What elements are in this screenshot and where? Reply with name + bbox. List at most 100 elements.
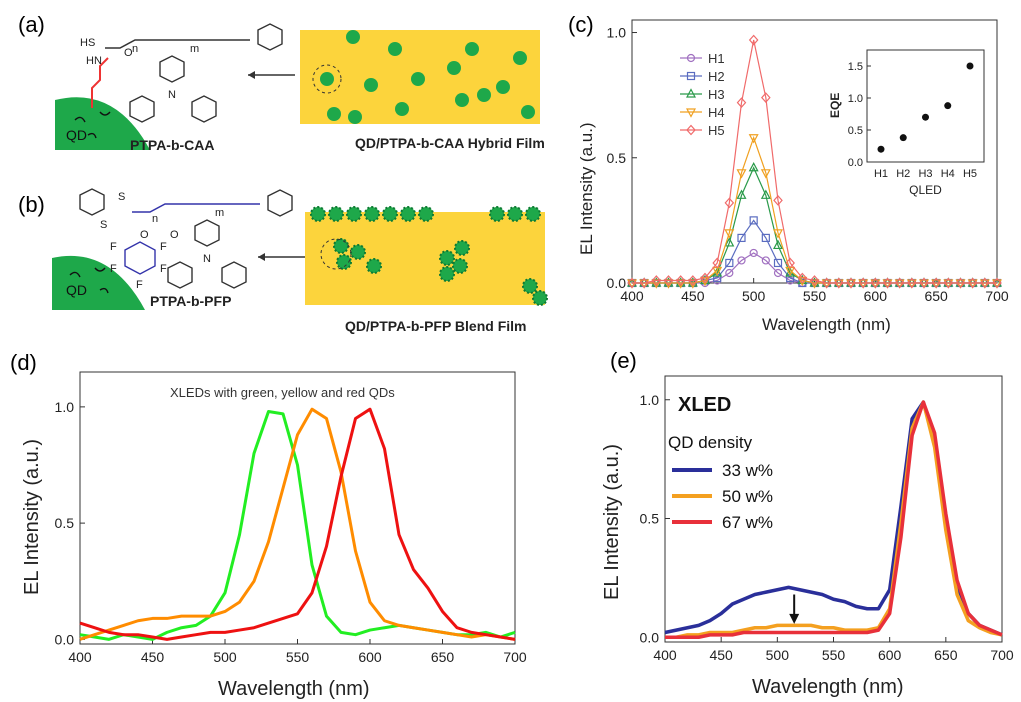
legend-label: H3 [708,87,725,102]
data-point [761,256,770,265]
inset-x-tick-label: H3 [918,168,932,180]
series-line-red [79,407,516,641]
chem-label-s1: S [118,191,125,203]
data-point [725,258,734,268]
series-line-50 w% [665,400,1003,639]
data-point [955,277,966,287]
data-point [785,257,795,269]
data-point [833,277,844,287]
chart-c-ylabel: EL Intensity (a.u.) [577,122,596,255]
data-point [749,248,758,258]
data-point [686,88,696,98]
data-point [724,197,735,209]
series-line-green [79,410,516,641]
panel-d-label: (d) [10,350,37,375]
data-point [736,97,747,109]
inset-ylabel: EQE [828,93,842,118]
legend-label: 33 w% [722,461,773,480]
data-point [931,277,941,289]
qd-particle-b [52,255,145,310]
arrow-down-head [789,613,800,624]
data-point [724,229,735,239]
x-tick-label: 650 [431,649,455,665]
inset-y-tick-label: 0.5 [848,125,863,137]
chem-label-o-a: O [124,47,133,59]
data-point [686,108,696,118]
data-point [737,233,746,243]
inset-point [877,145,885,153]
legend-label: 67 w% [722,513,773,532]
inset-frame [866,49,985,163]
data-point [761,233,770,243]
chart-d: 400 450 500 550 600 650 700 0.0 0.5 1.0 [55,371,527,665]
x-tick-label: 450 [141,649,165,665]
chem-label-n-a: n [132,43,138,55]
y-tick-label: 0.5 [607,150,627,166]
data-point [980,277,990,289]
polymer-label-b: PTPA-b-PFP [150,293,231,309]
x-tick-label: 600 [878,647,902,663]
chem-label-s2: S [100,219,107,231]
series-line-yellow [79,407,516,641]
data-point [627,279,637,289]
data-point [725,268,734,278]
x-tick-label: 650 [924,288,948,304]
data-point [700,272,710,284]
data-point [943,277,954,289]
data-point [992,277,1002,289]
data-point [858,279,869,289]
data-point [686,71,696,81]
chart-e-xlabel: Wavelength (nm) [752,676,904,698]
chem-label-hn: HN [86,55,102,67]
panel-a-label: (a) [18,12,45,37]
chem-label-o1: O [140,229,149,241]
inset-point [899,134,907,142]
chem-label-n-b: n [152,213,158,225]
y-tick-label: 1.0 [640,392,660,408]
data-point [919,277,929,287]
data-point [773,239,783,250]
x-tick-label: 400 [653,647,677,663]
series-line-H5 [632,39,997,284]
x-tick-label: 500 [766,647,790,663]
data-point [639,277,649,289]
legend-subtitle: QD density [668,433,753,452]
chart-e: 400 450 500 550 600 650 700 0.0 0.5 1.0 33 w% 50 w%… [640,375,1014,663]
qd-dots-a [320,30,535,124]
data-point [967,279,978,289]
chem-label-f1: F [110,241,117,253]
data-point [748,34,759,46]
data-point [906,279,917,289]
inset-x-tick-label: H1 [874,168,888,180]
chart-d-title: XLEDs with green, yellow and red QDs [170,385,395,400]
inset-xlabel: QLED [909,183,942,197]
data-point [761,92,771,104]
x-tick-label: 700 [985,288,1009,304]
data-point [955,279,966,289]
data-point [943,277,954,287]
y-tick-label: 1.0 [55,399,75,415]
x-tick-label: 700 [503,649,527,665]
x-tick-label: 550 [803,288,827,304]
data-point [992,277,1002,287]
data-point [834,277,844,289]
data-point [882,279,893,289]
data-point [686,124,696,136]
inset-point [966,62,974,70]
chem-label-m-b: m [215,207,224,219]
data-point [760,189,771,199]
data-point [870,279,881,289]
legend-label: 50 w% [722,487,773,506]
data-point [894,279,905,289]
data-point [931,277,942,287]
data-point [627,277,637,289]
data-point [748,134,759,144]
inset-y-tick-label: 1.0 [848,93,863,105]
panel-c-label: (c) [568,12,594,37]
y-tick-label: 0.5 [640,511,660,527]
panel-a-schematic: QD HN O HS n m N PTPA-b-CAA QD/PTPA-b-CA… [55,23,545,153]
inset-x-tick-label: H5 [963,168,977,180]
series-line-H3 [632,166,997,284]
data-point [906,277,917,287]
series-line-H2 [632,219,997,284]
